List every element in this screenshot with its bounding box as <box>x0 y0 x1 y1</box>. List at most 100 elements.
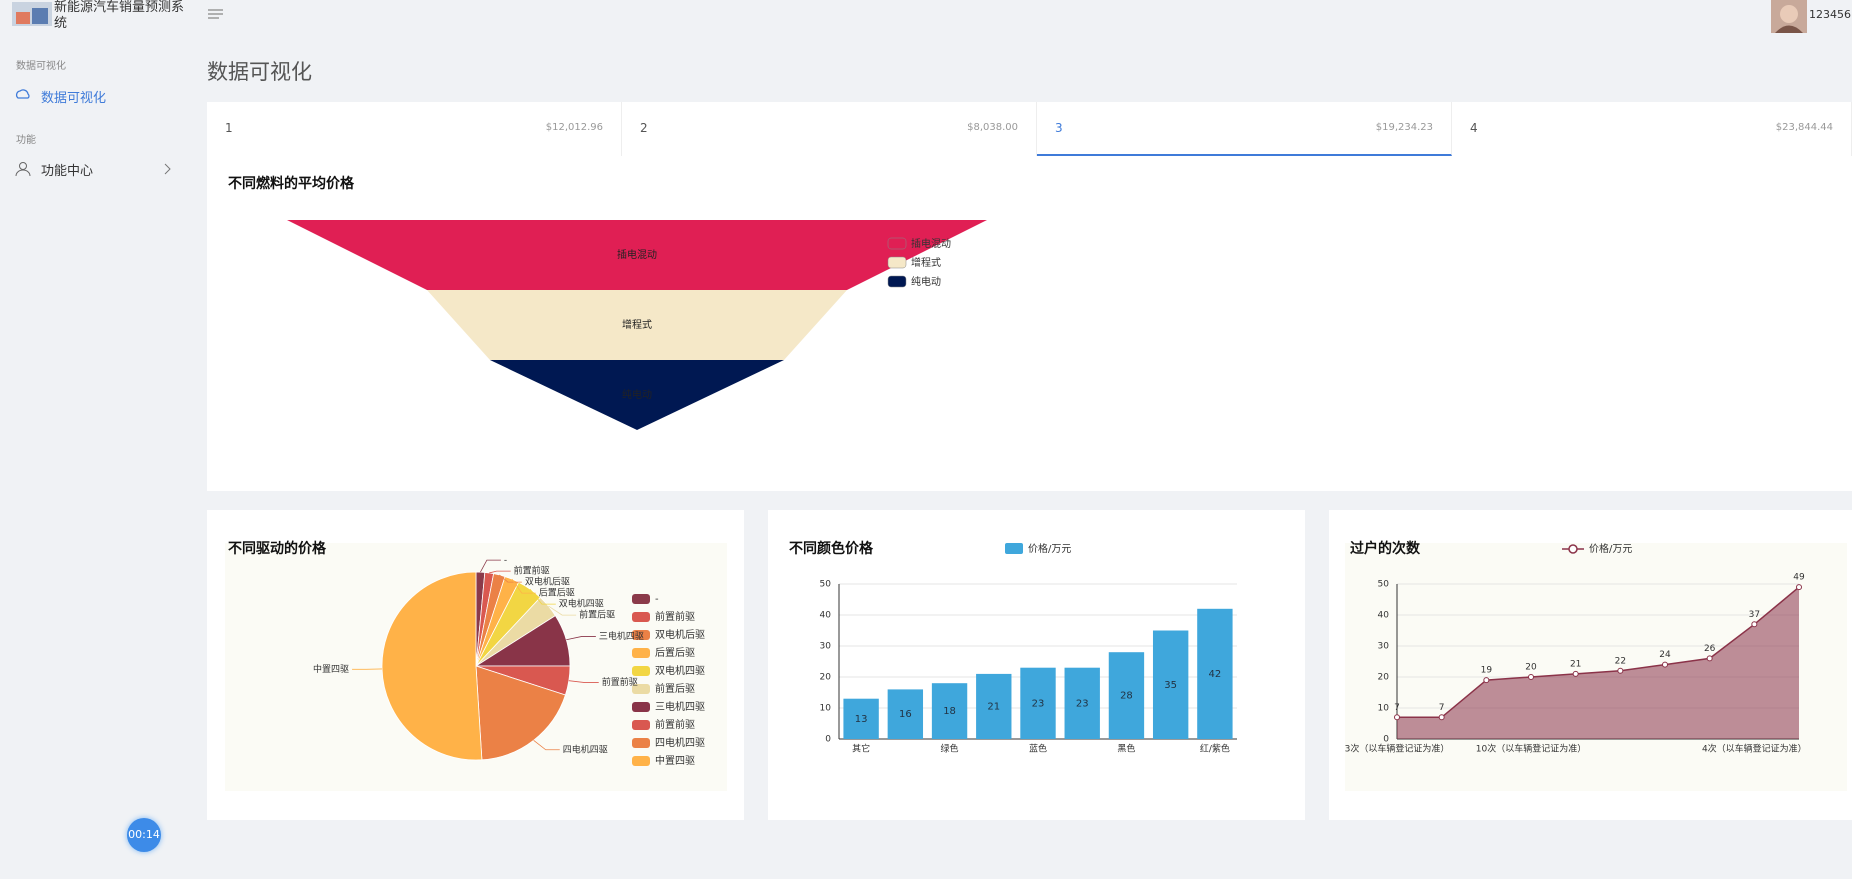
timer[interactable]: 00:14 <box>127 818 161 852</box>
bar <box>976 673 1012 739</box>
value-label: 37 <box>1749 610 1760 620</box>
bar <box>1108 652 1145 739</box>
bar <box>887 689 924 739</box>
value-label: 22 <box>1615 656 1626 666</box>
segment-label: 增程式 <box>622 318 652 331</box>
point <box>1528 674 1534 680</box>
value-label: 19 <box>1481 666 1493 676</box>
legend-swatch <box>632 594 650 604</box>
menu-item[interactable]: 功能中心 <box>41 164 94 179</box>
label-line <box>533 739 560 751</box>
bar <box>1064 667 1100 739</box>
tab[interactable]: 3 $19,234.23 <box>1037 102 1452 156</box>
slice-label: 后置后驱 <box>539 588 575 599</box>
tab-label: 1 <box>225 121 233 135</box>
tab-label: 3 <box>1055 121 1063 135</box>
legend-swatch <box>887 256 907 269</box>
value-label: 20 <box>1525 663 1537 673</box>
chart: 不同颜色价格 0 10 20 30 40 50 价格/万元 13 其它 16 18 绿色 21 23 蓝色 23… <box>789 540 1237 755</box>
value-label: 23 <box>1076 698 1089 709</box>
legend-label: 增程式 <box>911 256 941 269</box>
slice-label: 双电机后驱 <box>525 576 570 588</box>
area <box>1397 587 1799 739</box>
chart: 过户的次数 0 10 20 30 40 50 价格/万元 7 3次（以车辆登记证为准） 7 19 20 1… <box>1345 540 1847 791</box>
y-tick-label: 30 <box>1378 642 1390 652</box>
page-title: 数据可视化 <box>207 60 312 84</box>
slice-label: 前置前驱 <box>602 676 638 688</box>
value-label: 7 <box>1394 703 1400 713</box>
legend-label: 双电机四驱 <box>655 664 705 677</box>
legend-label: 价格/万元 <box>1028 542 1071 555</box>
slice-label: 四电机四驱 <box>563 743 608 755</box>
card: 不同颜色价格 0 10 20 30 40 50 价格/万元 13 其它 16 18 绿色 21 23 蓝色 23… <box>768 510 1305 820</box>
chart-title: 过户的次数 <box>1350 540 1421 557</box>
tab[interactable]: 2 $8,038.00 <box>622 102 1037 156</box>
point <box>1796 584 1802 591</box>
card: 过户的次数 0 10 20 30 40 50 价格/万元 7 3次（以车辆登记证为准） 7 19 20 1… <box>1329 510 1852 820</box>
x-tick-label: 4次（以车辆登记证为准） <box>1702 743 1807 755</box>
chevron[interactable] <box>163 162 173 176</box>
legend-swatch <box>632 648 650 658</box>
label-line <box>489 570 511 574</box>
label-line <box>529 588 556 605</box>
slice-label: 前置后驱 <box>579 609 615 621</box>
legend-label: 前置后驱 <box>655 682 695 695</box>
point <box>1662 661 1668 668</box>
card: 不同驱动的价格 - 前置前驱 双电机后驱 后置后驱 双电机四驱 前置后驱 三电机四驱 前置前驱四… <box>207 510 744 820</box>
legend-swatch <box>632 666 650 676</box>
tab-label: 4 <box>1470 121 1478 135</box>
value-label: 35 <box>1164 680 1177 691</box>
line <box>1397 586 1800 719</box>
legend-swatch <box>632 720 650 730</box>
value-label: 21 <box>987 701 1000 712</box>
x-tick-label: 绿色 <box>941 743 959 755</box>
logo <box>12 2 52 26</box>
x-tick-label: 其它 <box>852 743 870 755</box>
y-tick-label: 40 <box>820 611 832 621</box>
legend-swatch <box>632 756 650 766</box>
y-tick-label: 0 <box>825 735 831 745</box>
legend-label: 价格/万元 <box>1589 542 1632 555</box>
legend-swatch <box>632 612 650 622</box>
tab[interactable]: 4 $23,844.44 <box>1452 102 1852 156</box>
hamburger[interactable] <box>207 8 225 22</box>
x-tick-label: 黑色 <box>1117 743 1135 755</box>
slice-label: 前置前驱 <box>514 565 550 577</box>
card: 不同燃料的平均价格 插电混动 插电混动 增程式 增程式 纯电动 纯电动 <box>207 156 1852 491</box>
label-line <box>566 636 596 641</box>
y-tick-label: 0 <box>1383 735 1389 745</box>
chart-title: 不同驱动的价格 <box>228 540 327 557</box>
value-label: 13 <box>855 714 868 725</box>
legend-label: 插电混动 <box>911 237 951 250</box>
legend-label: 前置前驱 <box>655 610 695 623</box>
y-tick-label: 30 <box>820 642 832 652</box>
avatar[interactable] <box>1771 0 1807 33</box>
segment-label: 纯电动 <box>622 388 652 401</box>
legend-swatch <box>632 684 650 694</box>
label-line <box>499 574 522 583</box>
y-tick-label: 50 <box>1378 580 1390 590</box>
value-label: 16 <box>899 709 912 720</box>
username: 123456 <box>1809 8 1851 21</box>
legend-label: 四电机四驱 <box>655 736 705 749</box>
segment-label: 插电混动 <box>617 248 657 261</box>
bar <box>931 683 968 739</box>
point <box>1617 667 1624 674</box>
funnel-segment <box>427 290 847 360</box>
legend-label: 纯电动 <box>911 275 941 288</box>
menu-item[interactable]: 数据可视化 <box>41 91 107 106</box>
slice-label: 三电机四驱 <box>599 630 644 642</box>
value-label: 18 <box>943 706 956 717</box>
y-tick-label: 10 <box>820 704 832 714</box>
tab[interactable]: 1 $12,012.96 <box>207 102 622 156</box>
legend-label: 前置前驱 <box>655 718 695 731</box>
label-line <box>568 680 599 683</box>
slice-label: - <box>504 556 507 566</box>
tab-amount: $23,844.44 <box>1775 122 1833 133</box>
chart-title: 不同燃料的平均价格 <box>228 175 355 192</box>
y-tick-label: 10 <box>1378 704 1390 714</box>
legend-swatch <box>1005 543 1023 554</box>
tab-amount: $12,012.96 <box>545 122 603 133</box>
bar <box>1020 667 1056 739</box>
